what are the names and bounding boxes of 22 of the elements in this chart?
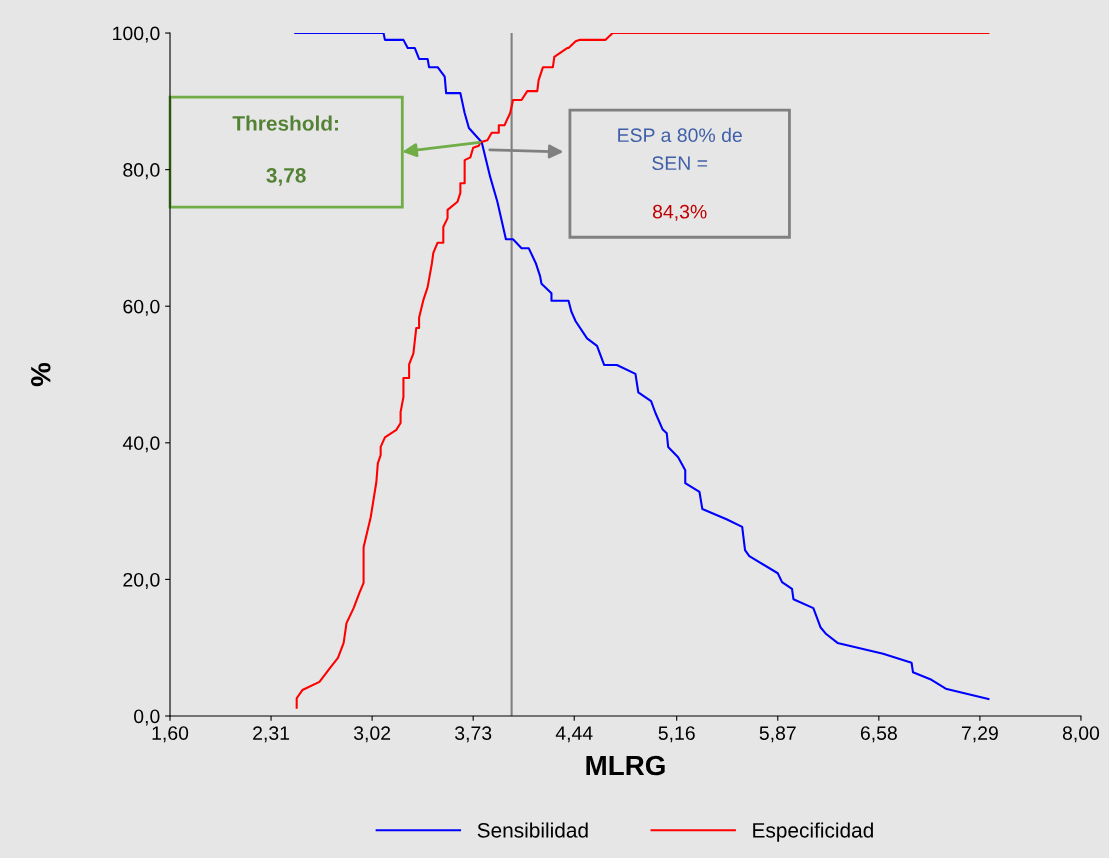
y-tick-label: 20,0	[123, 572, 160, 589]
y-tick-label: 40,0	[122, 436, 160, 453]
x-tick-label: 4,44	[555, 726, 593, 743]
x-tick-label: 5,87	[759, 726, 796, 743]
x-tick-label: 3,73	[455, 726, 492, 743]
y-axis-title: %	[30, 362, 51, 387]
text: Threshold: 3,78	[232, 115, 338, 186]
text: ESP a 80% de SEN = 84,3%	[618, 127, 742, 221]
y-tick-label: 80,0	[123, 163, 160, 180]
y-tick-label: 0,0	[134, 709, 160, 726]
x-tick-label: 1,60	[152, 726, 189, 743]
x-tick-label: 3,02	[353, 726, 391, 743]
legend-label: Sensibilidad	[477, 822, 588, 838]
y-tick-label: 60,0	[123, 299, 160, 316]
x-tick-label: 8,00	[1062, 726, 1100, 743]
x-tick-label: 5,16	[658, 726, 695, 743]
y-tick-label: 100,0	[113, 26, 160, 43]
x-tick-label: 7,29	[961, 726, 998, 743]
x-axis-title: MLRG	[586, 755, 665, 776]
x-tick-label: 6,58	[860, 726, 897, 743]
legend-label: Especificidad	[753, 822, 873, 842]
x-tick-label: 2,31	[253, 726, 290, 743]
